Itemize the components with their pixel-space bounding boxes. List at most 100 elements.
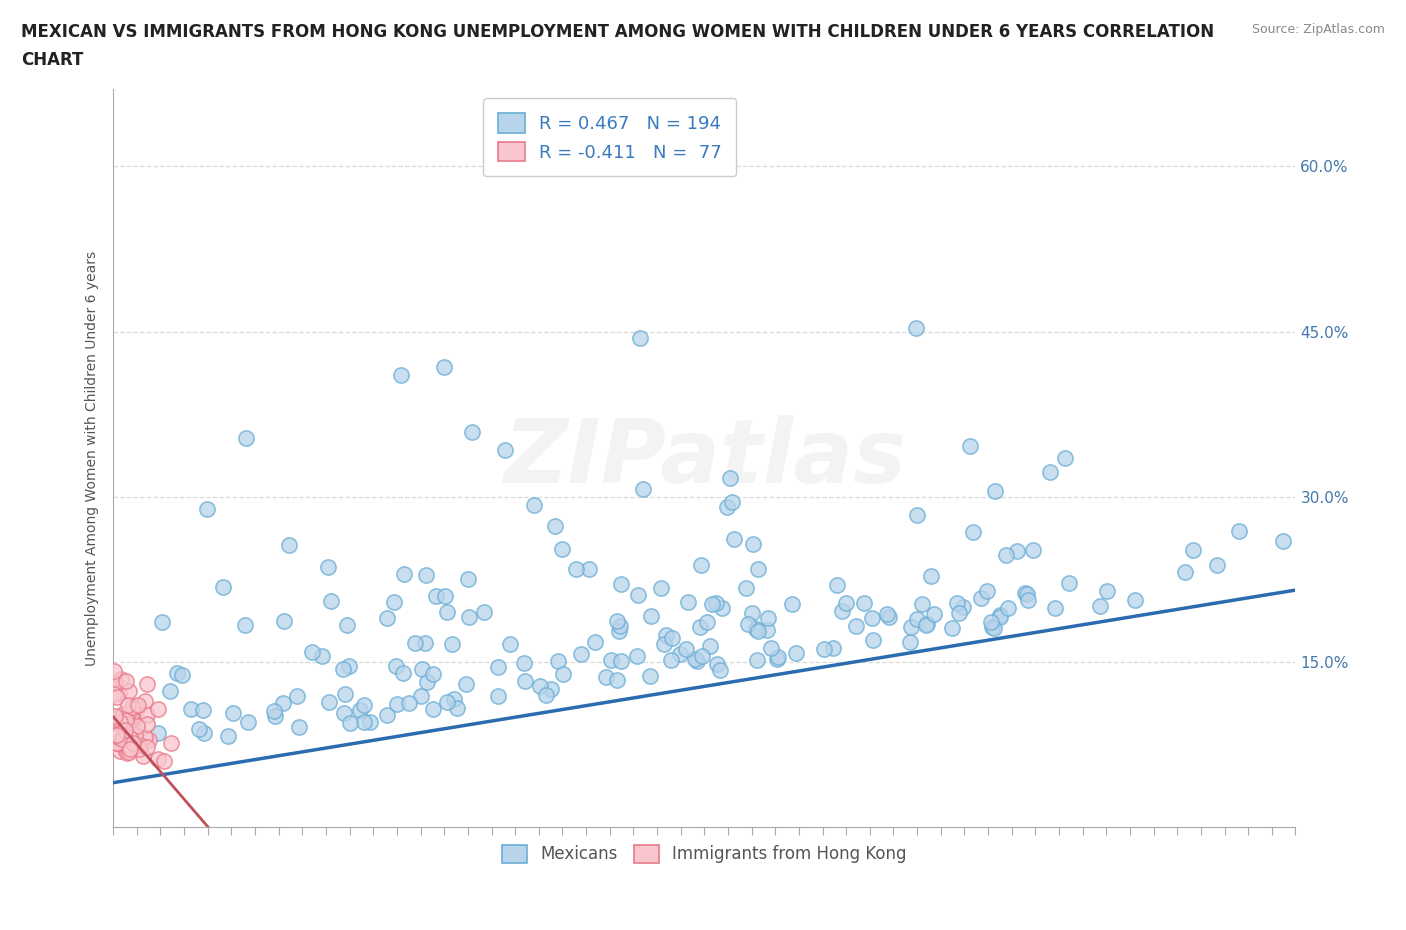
Point	[766, 651, 789, 666]
Point	[166, 666, 188, 681]
Point	[984, 484, 1007, 498]
Point	[425, 589, 447, 604]
Point	[222, 706, 245, 721]
Point	[120, 713, 142, 728]
Point	[583, 634, 606, 649]
Point	[1090, 599, 1112, 614]
Point	[136, 708, 159, 723]
Point	[917, 617, 939, 631]
Point	[121, 733, 143, 748]
Point	[138, 732, 160, 747]
Point	[115, 745, 138, 760]
Point	[335, 686, 357, 701]
Point	[995, 548, 1018, 563]
Point	[278, 538, 301, 552]
Point	[661, 631, 683, 645]
Point	[860, 610, 883, 625]
Point	[434, 589, 457, 604]
Point	[422, 702, 444, 717]
Point	[536, 688, 558, 703]
Point	[110, 715, 132, 730]
Point	[946, 595, 969, 610]
Text: MEXICAN VS IMMIGRANTS FROM HONG KONG UNEMPLOYMENT AMONG WOMEN WITH CHILDREN UNDE: MEXICAN VS IMMIGRANTS FROM HONG KONG UNE…	[21, 23, 1215, 41]
Point	[997, 601, 1019, 616]
Point	[233, 618, 256, 632]
Point	[569, 646, 592, 661]
Point	[180, 701, 202, 716]
Point	[905, 611, 928, 626]
Point	[404, 635, 426, 650]
Point	[766, 650, 789, 665]
Point	[136, 739, 159, 754]
Point	[905, 321, 928, 336]
Point	[150, 615, 173, 630]
Point	[433, 360, 456, 375]
Point	[359, 714, 381, 729]
Point	[105, 728, 128, 743]
Point	[193, 725, 215, 740]
Point	[134, 730, 156, 745]
Point	[121, 725, 143, 740]
Point	[669, 647, 692, 662]
Point	[756, 611, 779, 626]
Point	[114, 741, 136, 756]
Point	[415, 568, 437, 583]
Point	[107, 729, 129, 744]
Point	[551, 666, 574, 681]
Point	[107, 733, 129, 748]
Point	[1174, 565, 1197, 579]
Point	[1039, 465, 1062, 480]
Point	[108, 725, 131, 740]
Point	[1053, 450, 1076, 465]
Point	[709, 662, 731, 677]
Point	[398, 696, 420, 711]
Point	[457, 571, 479, 586]
Point	[118, 731, 141, 746]
Point	[152, 753, 174, 768]
Point	[876, 607, 898, 622]
Point	[413, 636, 436, 651]
Point	[813, 642, 835, 657]
Point	[1022, 543, 1045, 558]
Point	[336, 618, 359, 633]
Point	[160, 736, 183, 751]
Point	[756, 623, 779, 638]
Point	[706, 657, 728, 671]
Point	[389, 367, 412, 382]
Point	[107, 729, 129, 744]
Point	[734, 580, 756, 595]
Point	[600, 653, 623, 668]
Point	[416, 674, 439, 689]
Point	[523, 498, 546, 512]
Point	[319, 593, 342, 608]
Point	[117, 705, 139, 720]
Point	[486, 688, 509, 703]
Point	[862, 633, 884, 648]
Point	[627, 587, 650, 602]
Point	[610, 654, 633, 669]
Point	[454, 677, 477, 692]
Point	[118, 741, 141, 756]
Point	[409, 688, 432, 703]
Point	[318, 695, 340, 710]
Point	[263, 704, 285, 719]
Point	[905, 508, 928, 523]
Point	[111, 726, 134, 741]
Point	[1206, 558, 1229, 573]
Point	[979, 615, 1001, 630]
Point	[699, 638, 721, 653]
Point	[159, 684, 181, 698]
Point	[136, 676, 159, 691]
Point	[128, 741, 150, 756]
Point	[110, 743, 132, 758]
Point	[959, 438, 981, 453]
Point	[540, 682, 562, 697]
Point	[385, 697, 408, 711]
Point	[706, 595, 728, 610]
Point	[785, 645, 807, 660]
Point	[488, 659, 510, 674]
Point	[595, 670, 617, 684]
Point	[238, 714, 260, 729]
Point	[148, 701, 170, 716]
Point	[710, 601, 733, 616]
